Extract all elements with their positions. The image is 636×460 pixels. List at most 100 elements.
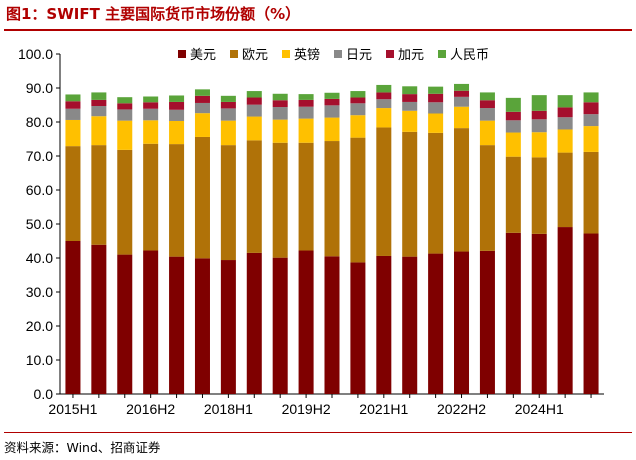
bar-segment-eur — [402, 131, 418, 257]
bar-segment-cny — [428, 86, 444, 94]
bar-segment-eur — [169, 144, 185, 257]
legend-label: 日元 — [346, 47, 372, 62]
bar-segment-cad — [583, 102, 599, 115]
legend-item-eur: 欧元 — [230, 47, 268, 62]
x-tick-label: 2021H1 — [359, 401, 408, 417]
bar-segment-usd — [246, 252, 262, 394]
bar-segment-jpy — [298, 106, 314, 119]
bar-segment-eur — [272, 142, 288, 258]
bar-segment-eur — [220, 145, 236, 261]
bar-segment-cad — [350, 97, 366, 104]
bar-stack-2016H1 — [117, 97, 133, 394]
bar-segment-jpy — [402, 101, 418, 111]
bar-segment-eur — [117, 149, 133, 255]
legend-swatch — [386, 50, 394, 58]
legend-item-gbp: 英镑 — [282, 47, 320, 62]
bar-segment-cny — [583, 92, 599, 103]
bar-segment-usd — [402, 256, 418, 394]
bar-segment-cny — [324, 92, 340, 99]
bar-segment-cad — [169, 101, 185, 110]
y-tick-label: 30.0 — [26, 284, 53, 300]
bar-segment-gbp — [428, 113, 444, 133]
bar-segment-cad — [428, 93, 444, 103]
bar-segment-eur — [454, 128, 470, 252]
title-rule — [4, 29, 632, 31]
bar-segment-cny — [65, 94, 81, 102]
bar-stack-2024H1 — [531, 95, 547, 394]
x-tick-label: 2018H1 — [204, 401, 253, 417]
legend-swatch — [230, 50, 238, 58]
bar-segment-cad — [117, 103, 133, 110]
bar-segment-usd — [298, 250, 314, 394]
bar-segment-cny — [479, 92, 495, 101]
bar-segment-cny — [557, 95, 573, 108]
bar-stack-2017H2 — [194, 89, 210, 394]
bar-segment-cny — [194, 89, 210, 96]
bar-segment-usd — [531, 233, 547, 394]
bar-segment-cad — [454, 90, 470, 97]
x-tick-label: 2016H2 — [126, 401, 175, 417]
y-tick-label: 80.0 — [26, 114, 53, 130]
bar-segment-jpy — [65, 108, 81, 120]
y-tick-label: 20.0 — [26, 318, 53, 334]
figure-title: 图1：SWIFT 主要国际货币市场份额（%） — [6, 5, 301, 23]
bar-segment-cny — [246, 91, 262, 98]
legend-swatch — [334, 50, 342, 58]
legend-swatch — [282, 50, 290, 58]
legend-swatch — [178, 50, 186, 58]
bar-segment-cad — [376, 92, 392, 100]
bar-segment-gbp — [557, 129, 573, 153]
y-tick-label: 10.0 — [26, 352, 53, 368]
legend-item-jpy: 日元 — [334, 47, 372, 62]
bar-segment-gbp — [143, 120, 159, 144]
bar-segment-jpy — [169, 109, 185, 121]
y-tick-label: 100.0 — [18, 46, 53, 62]
bar-segment-usd — [117, 254, 133, 394]
bar-segment-cny — [505, 97, 521, 112]
bar-stack-2017H1 — [169, 95, 185, 394]
bar-stack-2019H2 — [298, 94, 314, 394]
bar-segment-cny — [454, 83, 470, 91]
bar-segment-cad — [531, 110, 547, 120]
legend-label: 加元 — [398, 47, 424, 62]
bar-stack-2020H1 — [324, 92, 340, 394]
bar-segment-jpy — [324, 105, 340, 118]
bar-stack-2021H1 — [376, 84, 392, 394]
bar-segment-cny — [350, 91, 366, 98]
legend-item-cny: 人民币 — [438, 47, 489, 62]
bar-segment-cad — [91, 99, 107, 107]
bar-segment-eur — [531, 157, 547, 234]
bar-segment-jpy — [376, 99, 392, 109]
bar-segment-eur — [298, 142, 314, 251]
bar-segment-cny — [376, 84, 392, 93]
bar-segment-jpy — [505, 120, 521, 133]
bar-segment-usd — [505, 232, 521, 394]
bar-stack-2022H2 — [454, 83, 470, 394]
bar-segment-cny — [220, 95, 236, 102]
bar-segment-gbp — [272, 119, 288, 143]
bar-segment-jpy — [220, 108, 236, 121]
bar-segment-jpy — [143, 108, 159, 121]
legend-swatch — [438, 50, 446, 58]
bar-segment-usd — [350, 262, 366, 394]
source-note: 资料来源：Wind、招商证券 — [4, 440, 161, 455]
bar-stack-2015H2 — [91, 92, 107, 394]
y-tick-label: 50.0 — [26, 216, 53, 232]
legend-label: 英镑 — [294, 47, 320, 62]
bar-segment-jpy — [350, 103, 366, 116]
axes: 0.0 10.0 20.0 30.0 40.0 50.0 60.0 70.0 80.0 90.0 1… — [18, 46, 604, 417]
bar-stack-2018H1 — [220, 95, 236, 394]
y-tick-label: 60.0 — [26, 182, 53, 198]
bar-segment-cad — [298, 99, 314, 107]
bar-segment-cad — [557, 107, 573, 118]
bar-segment-gbp — [194, 113, 210, 137]
bar-segment-usd — [376, 255, 392, 394]
bar-segment-jpy — [454, 96, 470, 107]
bar-segment-gbp — [220, 120, 236, 146]
bar-segment-jpy — [428, 102, 444, 114]
legend: 美元 欧元 英镑 日元 加元 人民币 — [178, 47, 489, 62]
legend-label: 美元 — [190, 47, 216, 62]
bar-segment-cad — [324, 98, 340, 106]
bar-segment-cad — [220, 101, 236, 109]
bar-segment-gbp — [169, 120, 185, 145]
